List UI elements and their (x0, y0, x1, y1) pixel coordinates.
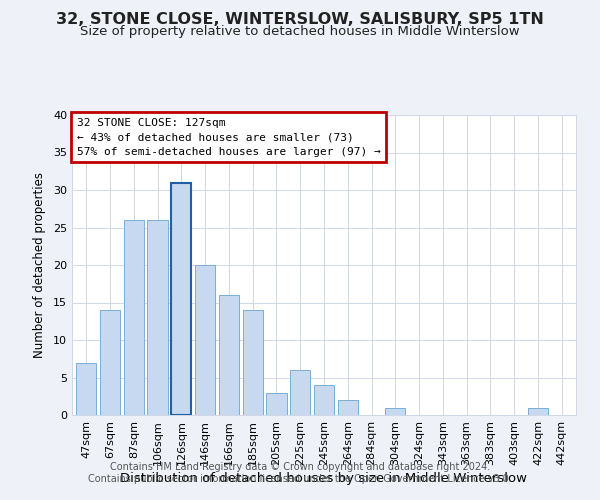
Text: 32 STONE CLOSE: 127sqm
← 43% of detached houses are smaller (73)
57% of semi-det: 32 STONE CLOSE: 127sqm ← 43% of detached… (77, 118, 381, 157)
Text: Size of property relative to detached houses in Middle Winterslow: Size of property relative to detached ho… (80, 25, 520, 38)
Bar (314, 385, 334, 415)
Bar (338, 400, 358, 415)
Bar (171, 182, 191, 415)
Bar (219, 295, 239, 415)
X-axis label: Distribution of detached houses by size in Middle Winterslow: Distribution of detached houses by size … (121, 472, 527, 485)
Y-axis label: Number of detached properties: Number of detached properties (33, 172, 46, 358)
Bar (385, 408, 406, 415)
Bar (528, 408, 548, 415)
Text: 32, STONE CLOSE, WINTERSLOW, SALISBURY, SP5 1TN: 32, STONE CLOSE, WINTERSLOW, SALISBURY, … (56, 12, 544, 28)
Bar (242, 310, 263, 415)
Bar (148, 220, 167, 415)
Bar (124, 220, 144, 415)
Bar (195, 265, 215, 415)
Bar (100, 310, 120, 415)
Text: Contains HM Land Registry data © Crown copyright and database right 2024.: Contains HM Land Registry data © Crown c… (110, 462, 490, 472)
Bar (266, 392, 287, 415)
Text: Contains public sector information licensed under the Open Government Licence v3: Contains public sector information licen… (88, 474, 512, 484)
Bar (76, 362, 97, 415)
Bar (290, 370, 310, 415)
